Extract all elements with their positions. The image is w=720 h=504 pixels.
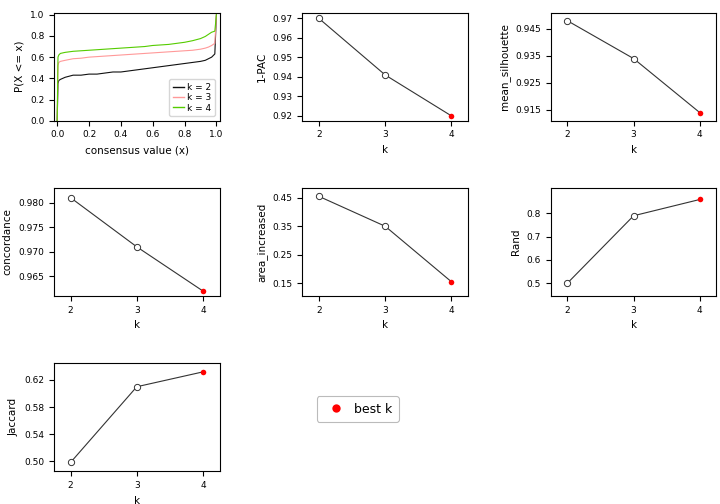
Y-axis label: mean_silhouette: mean_silhouette [499,23,510,110]
Y-axis label: concordance: concordance [3,209,13,275]
Legend: best k: best k [317,396,399,422]
X-axis label: k: k [134,495,140,504]
Y-axis label: Jaccard: Jaccard [9,398,19,436]
X-axis label: k: k [382,145,388,155]
Y-axis label: Rand: Rand [511,229,521,255]
Y-axis label: P(X <= x): P(X <= x) [14,41,24,92]
X-axis label: k: k [631,320,636,330]
X-axis label: k: k [382,320,388,330]
Y-axis label: area_increased: area_increased [256,202,267,282]
X-axis label: consensus value (x): consensus value (x) [85,145,189,155]
X-axis label: k: k [134,320,140,330]
Y-axis label: 1-PAC: 1-PAC [257,51,267,82]
Legend: k = 2, k = 3, k = 4: k = 2, k = 3, k = 4 [169,79,215,116]
X-axis label: k: k [631,145,636,155]
